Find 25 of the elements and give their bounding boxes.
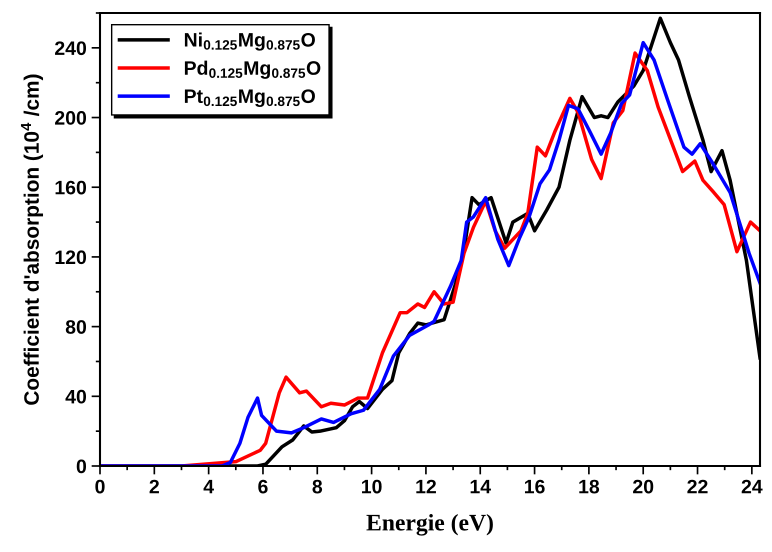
y-tick-label: 200 bbox=[55, 111, 86, 125]
x-tick-label: 24 bbox=[742, 480, 763, 494]
legend-label: Pd$_{0.125}$Mg$_{0.875}$O bbox=[184, 60, 320, 79]
legend-label: Ni$_{0.125}$Mg$_{0.875}$O bbox=[184, 32, 315, 51]
x-tick-label: 14 bbox=[470, 480, 491, 494]
x-tick-label: 2 bbox=[150, 480, 159, 494]
x-tick-label: 18 bbox=[579, 480, 600, 494]
legend-label: Pt$_{0.125}$Mg$_{0.875}$O bbox=[184, 89, 315, 108]
x-tick-label: 20 bbox=[633, 480, 654, 494]
x-tick-label: 8 bbox=[312, 480, 322, 494]
x-tick-label: 16 bbox=[524, 480, 545, 494]
x-tick-label: 4 bbox=[204, 480, 214, 494]
x-tick-label: 12 bbox=[416, 480, 436, 494]
y-axis-title: Coefficient d'absorption (10$^{4}$ /cm) bbox=[20, 74, 44, 405]
y-tick-label: 160 bbox=[56, 180, 86, 194]
x-tick-label: 0 bbox=[95, 480, 105, 494]
y-tick-label: 120 bbox=[56, 250, 86, 264]
y-tick-label: 40 bbox=[65, 390, 86, 404]
y-tick-label: 0 bbox=[76, 459, 86, 474]
y-tick-label: 240 bbox=[55, 41, 86, 56]
y-tick-label: 80 bbox=[66, 320, 86, 334]
x-tick-label: 22 bbox=[687, 480, 708, 494]
x-tick-label: 6 bbox=[258, 480, 268, 494]
x-axis-title: Energie (eV) bbox=[366, 514, 493, 536]
x-tick-label: 10 bbox=[362, 480, 382, 494]
